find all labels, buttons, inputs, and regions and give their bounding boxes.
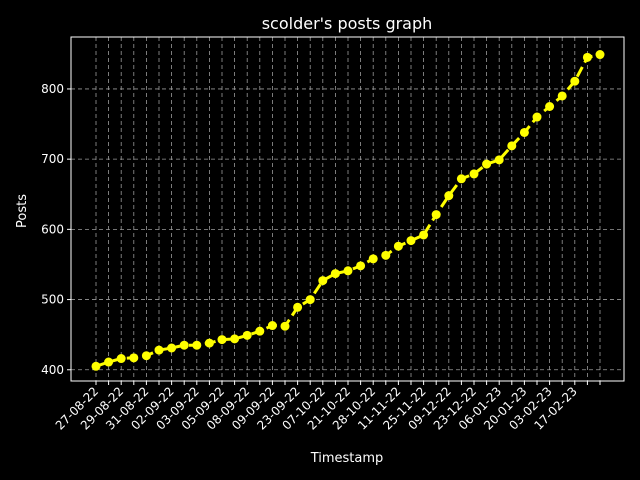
data-point [381,250,391,260]
data-point [532,112,542,122]
data-point [343,266,353,276]
data-point [242,330,252,340]
chart-title: scolder's posts graph [262,14,433,33]
data-point [293,302,303,312]
data-point [557,91,567,101]
data-point [230,334,240,344]
data-point [267,321,277,331]
series-line [91,50,605,371]
data-point [406,236,416,246]
grid [71,37,624,381]
data-point [431,210,441,220]
plot-frame [70,36,625,382]
data-point [167,343,177,353]
data-point [129,353,139,363]
x-axis-label: Timestamp [310,451,384,466]
y-axis: 400 500 600 700 800 [41,82,71,377]
data-point [204,338,214,348]
y-tick-label: 500 [41,293,64,307]
data-point [179,340,189,350]
data-point [217,335,227,345]
data-point [91,361,101,371]
y-tick-label: 400 [41,363,64,377]
data-point [507,141,517,151]
data-point [104,357,114,367]
data-point [141,351,151,361]
data-point [330,269,340,279]
data-point [280,321,290,331]
data-point [444,191,454,201]
data-point [519,127,529,137]
y-tick-label: 800 [41,82,64,96]
data-point [255,326,265,336]
data-point [545,102,555,112]
data-point [595,50,605,60]
data-point [192,340,202,350]
data-point [356,261,366,271]
data-point [456,174,466,184]
y-tick-label: 600 [41,222,64,236]
data-point [570,76,580,86]
data-point [582,52,592,62]
data-point [318,276,328,286]
data-point [368,254,378,264]
data-point [482,159,492,169]
data-point [116,354,126,364]
data-point [393,241,403,251]
y-tick-label: 700 [41,152,64,166]
data-point [419,230,429,240]
y-axis-label: Posts [15,194,30,228]
data-point [469,169,479,179]
data-point [494,155,504,165]
data-point [305,295,315,305]
data-point [154,345,164,355]
